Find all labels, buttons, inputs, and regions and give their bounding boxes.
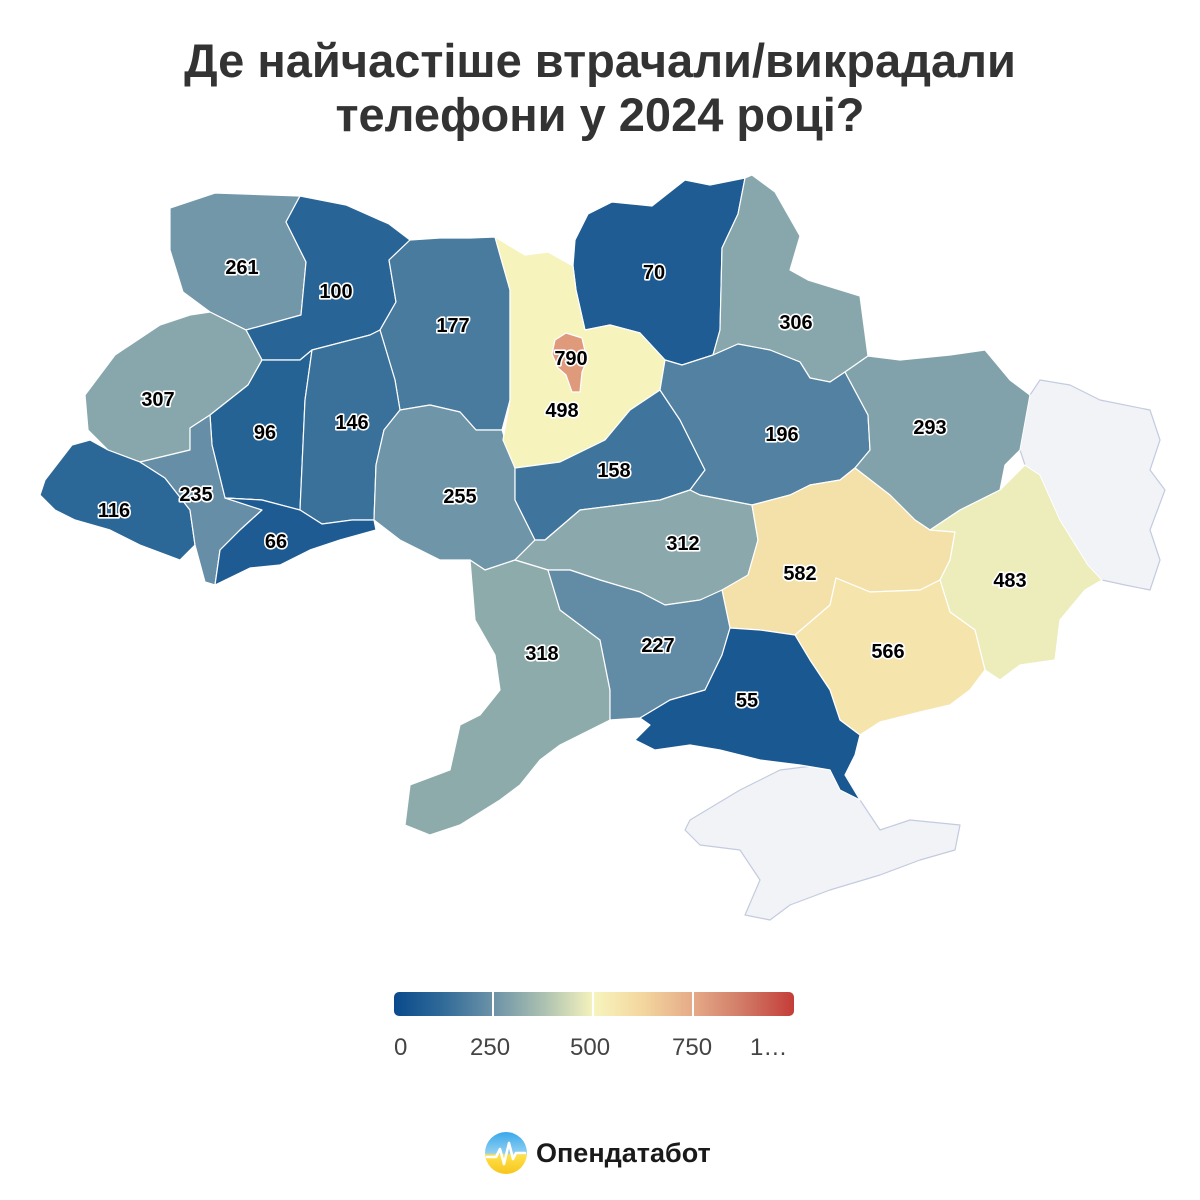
region-value-ternopil: 96 (254, 422, 276, 444)
legend-tick: 1… (750, 1034, 788, 1061)
region-chernivtsi (214, 497, 377, 586)
legend-tick: 0 (394, 1034, 408, 1061)
region-value-kharkiv: 293 (913, 417, 946, 439)
region-value-kherson: 55 (736, 690, 758, 712)
region-value-rivne: 100 (319, 281, 352, 303)
region-value-donetsk: 483 (993, 570, 1026, 592)
map-title: Де найчастіше втрачали/викрадали телефон… (0, 34, 1200, 142)
region-value-lviv: 307 (141, 389, 174, 411)
region-kherson (634, 627, 861, 801)
region-value-cherkasy: 158 (597, 460, 630, 482)
region-zakarpattia (39, 439, 196, 561)
brand-footer: Опендатабот (484, 1130, 744, 1176)
labels-layer: 261 100 177 70 306 307 96 146 255 498 158 196 293 116… (96, 255, 1028, 713)
region-value-vinnytsia: 255 (443, 486, 476, 508)
region-value-zhytomyr: 177 (436, 315, 469, 337)
brand-name: Опендатабот (536, 1138, 711, 1168)
region-value-chernivtsi: 66 (265, 531, 287, 553)
region-kharkiv (844, 349, 1031, 531)
legend-tick: 750 (672, 1034, 713, 1061)
region-kyiv-city (551, 332, 588, 393)
legend-separator (492, 992, 494, 1016)
legend-ticks: 0 250 500 750 1… (394, 1034, 814, 1064)
region-value-dnipropetrovsk: 582 (783, 563, 816, 585)
region-value-kirovohrad: 312 (666, 533, 699, 555)
regions-layer (39, 174, 1166, 921)
region-value-ivano-frankivsk: 235 (179, 484, 212, 506)
region-value-khmelnytskyi: 146 (335, 412, 368, 434)
legend-tick: 250 (470, 1034, 511, 1061)
legend-separator (692, 992, 694, 1016)
legend-tick: 500 (570, 1034, 611, 1061)
region-value-zaporizhzhia: 566 (871, 641, 904, 663)
region-crimea (684, 764, 961, 921)
region-value-kyiv-city: 790 (554, 348, 587, 370)
region-value-mykolaiv: 227 (641, 635, 674, 657)
region-value-poltava: 196 (765, 424, 798, 446)
title-line-1: Де найчастіше втрачали/викрадали (184, 34, 1016, 87)
color-legend (394, 992, 794, 1016)
legend-gradient-bar (394, 992, 794, 1016)
region-value-kyiv-oblast: 498 (545, 400, 578, 422)
region-value-sumy: 306 (779, 312, 812, 334)
region-value-chernihiv: 70 (643, 262, 665, 284)
legend-separator (592, 992, 594, 1016)
region-value-odesa: 318 (525, 643, 558, 665)
region-value-volyn: 261 (225, 257, 258, 279)
title-line-2: телефони у 2024 році? (335, 88, 865, 141)
region-value-zakarpattia: 116 (98, 500, 130, 522)
opendatabot-logo-icon (485, 1132, 527, 1174)
